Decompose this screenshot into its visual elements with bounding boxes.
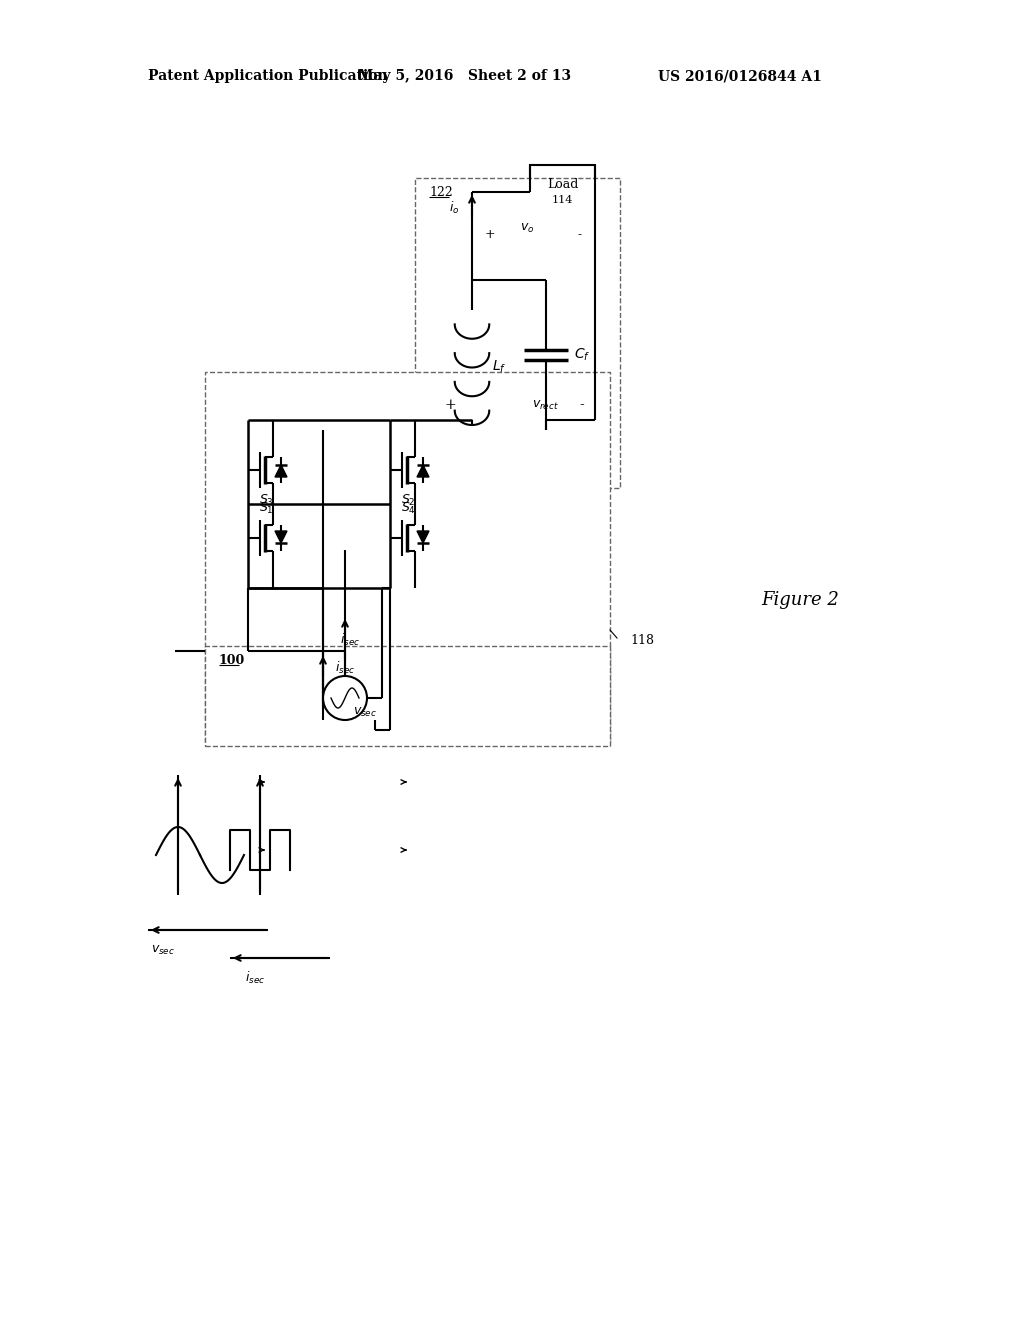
Text: Patent Application Publication: Patent Application Publication <box>148 69 388 83</box>
Text: 100: 100 <box>219 653 246 667</box>
Text: $i_{sec}$: $i_{sec}$ <box>335 660 355 676</box>
Polygon shape <box>417 531 429 543</box>
Text: US 2016/0126844 A1: US 2016/0126844 A1 <box>658 69 822 83</box>
Circle shape <box>323 676 367 719</box>
Text: +: + <box>484 228 496 242</box>
Text: $S_1$: $S_1$ <box>259 500 273 516</box>
Text: $S_3$: $S_3$ <box>259 492 273 508</box>
Text: $i_{sec}$: $i_{sec}$ <box>340 632 360 648</box>
Text: 122: 122 <box>429 186 453 198</box>
Text: Figure 2: Figure 2 <box>761 591 839 609</box>
Text: 118: 118 <box>630 634 654 647</box>
Bar <box>530 165 595 215</box>
Text: Load: Load <box>547 178 579 191</box>
Text: -: - <box>580 399 585 412</box>
Text: $C_f$: $C_f$ <box>574 347 591 363</box>
Bar <box>415 178 620 488</box>
Text: $v_{sec}$: $v_{sec}$ <box>151 944 175 957</box>
Bar <box>205 372 610 742</box>
Text: $v_{sec}$: $v_{sec}$ <box>353 705 377 718</box>
Text: $i_o$: $i_o$ <box>449 199 459 216</box>
Text: $L_f$: $L_f$ <box>492 359 507 375</box>
Text: 114: 114 <box>552 195 573 205</box>
Bar <box>205 645 610 746</box>
Text: $S_2$: $S_2$ <box>400 492 416 508</box>
Text: May 5, 2016   Sheet 2 of 13: May 5, 2016 Sheet 2 of 13 <box>358 69 571 83</box>
Text: -: - <box>578 228 582 242</box>
Polygon shape <box>275 465 287 477</box>
Text: $i_{sec}$: $i_{sec}$ <box>245 970 265 986</box>
Text: +: + <box>444 399 456 412</box>
Text: $v_o$: $v_o$ <box>520 222 535 235</box>
Polygon shape <box>275 531 287 543</box>
Polygon shape <box>417 465 429 477</box>
Text: $v_{rect}$: $v_{rect}$ <box>532 399 559 412</box>
Text: $S_4$: $S_4$ <box>400 500 416 516</box>
